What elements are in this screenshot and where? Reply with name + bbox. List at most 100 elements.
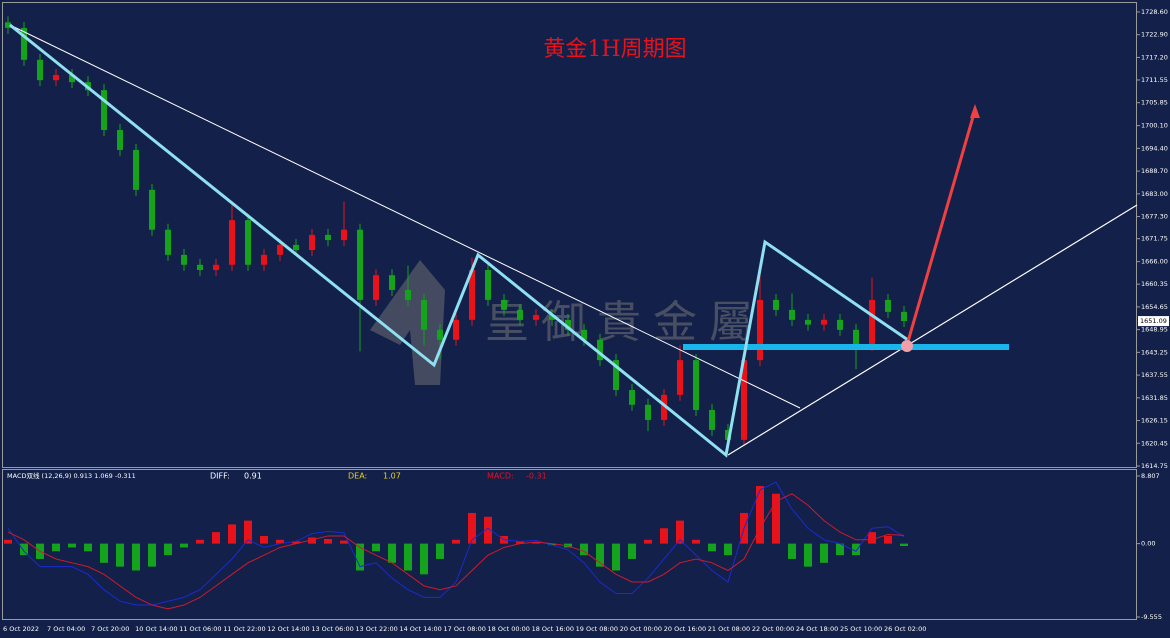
diff-line [7, 481, 905, 606]
x-tick-label: 24 Oct 18:00 [796, 625, 838, 633]
candle-body [309, 234, 315, 251]
macd-bar [388, 543, 396, 563]
macd-bar [580, 543, 588, 556]
candle-body [741, 360, 747, 440]
macd-bar [836, 543, 844, 556]
macd-y-tick-label: 8.807 [1141, 472, 1160, 480]
macd-bar [68, 543, 76, 548]
candle-body [421, 299, 427, 330]
candle-body [709, 409, 715, 430]
entry-point [901, 340, 913, 352]
candle-body [293, 244, 299, 251]
current-price-box [1138, 316, 1169, 327]
macd-bar [356, 543, 364, 571]
macd-y-tick-label: -9.555 [1141, 613, 1162, 621]
y-tick-label: 1671.75 [1141, 235, 1168, 243]
current-price-label: 1651.09 [1140, 317, 1167, 325]
macd-bar [132, 543, 140, 571]
candle-body [565, 319, 571, 330]
candle-body [165, 229, 171, 255]
drawings [9, 23, 1138, 458]
y-tick-label: 1660.35 [1141, 280, 1168, 288]
candle-body [469, 269, 475, 320]
candle-body [149, 189, 155, 230]
macd-bar [164, 543, 172, 556]
macd-bar [708, 543, 716, 552]
x-tick-label: 7 Oct 04:00 [47, 625, 85, 633]
candle-body [581, 329, 587, 340]
macd-title: MACD双线 (12,26,9) 0.913 1.069 -0.311 [7, 471, 136, 480]
x-tick-label: 10 Oct 14:00 [135, 625, 177, 633]
candle-body [693, 360, 699, 410]
macd-bar [228, 524, 236, 544]
x-tick-label: 13 Oct 22:00 [355, 625, 397, 633]
macd-bar [116, 543, 124, 567]
candle-body [725, 429, 731, 440]
macd-bar [644, 539, 652, 544]
candle-body [757, 299, 763, 361]
target-arrow [905, 109, 977, 346]
macd-bar [772, 493, 780, 544]
candle-body [357, 229, 363, 300]
x-tick-label: 21 Oct 08:00 [708, 625, 750, 633]
y-tick-label: 1643.25 [1141, 348, 1168, 356]
candle-body [229, 220, 235, 265]
candle-body [21, 27, 27, 60]
diff-label: DIFF: [210, 472, 230, 481]
x-tick-label: 7 Oct 20:00 [91, 625, 129, 633]
macd-bar [100, 543, 108, 563]
y-tick-label: 1728.60 [1141, 8, 1168, 16]
macd-bar [468, 512, 476, 544]
macd-bar [196, 539, 204, 544]
candle-body [533, 315, 539, 320]
candle-body [661, 394, 667, 420]
wave-path [9, 23, 909, 458]
macd-bar [756, 486, 764, 544]
candle-body [885, 299, 891, 312]
candle-body [437, 329, 443, 340]
y-tick-label: 1666.00 [1141, 258, 1168, 266]
price-panel [2, 2, 1137, 468]
candle-body [37, 59, 43, 81]
y-tick-label: 1654.65 [1141, 303, 1168, 311]
macd-bar [820, 543, 828, 563]
x-tick-label: 6 Oct 2022 [3, 625, 39, 633]
macd-bar [788, 543, 796, 559]
x-tick-label: 12 Oct 14:00 [267, 625, 309, 633]
candle-body [869, 299, 875, 345]
y-tick-label: 1620.45 [1141, 439, 1168, 447]
macd-bar [52, 543, 60, 552]
macd-value: -0.31 [526, 472, 547, 481]
macd-bar [868, 532, 876, 544]
candle-body [341, 229, 347, 241]
macd-y-tick-label: 0.00 [1141, 540, 1155, 548]
macd-bar [612, 543, 620, 571]
x-tick-label: 18 Oct 00:00 [488, 625, 530, 633]
y-tick-label: 1614.75 [1141, 462, 1168, 470]
macd-bar [292, 541, 300, 544]
candles [5, 16, 907, 452]
x-tick-label: 26 Oct 02:00 [884, 625, 926, 633]
candle-body [853, 329, 859, 345]
x-tick-label: 11 Oct 06:00 [179, 625, 221, 633]
macd-bar [420, 543, 428, 575]
y-tick-label: 1631.85 [1141, 394, 1168, 402]
watermark-logo [370, 260, 445, 385]
candle-body [629, 390, 635, 405]
candle-body [405, 289, 411, 300]
macd-label: MACD: [487, 472, 514, 481]
x-tick-label: 18 Oct 16:00 [532, 625, 574, 633]
macd-bar [180, 543, 188, 548]
x-tick-label: 20 Oct 16:00 [664, 625, 706, 633]
candle-body [453, 319, 459, 340]
watermark: 皇御貴金屬 [370, 260, 753, 385]
candle-body [69, 74, 75, 83]
macd-bar [260, 535, 268, 544]
candle-body [261, 254, 267, 265]
macd-bar [660, 528, 668, 544]
macd-bar [628, 543, 636, 559]
y-tick-label: 1717.20 [1141, 53, 1168, 61]
dea-label: DEA: [348, 472, 367, 481]
candle-body [245, 220, 251, 265]
